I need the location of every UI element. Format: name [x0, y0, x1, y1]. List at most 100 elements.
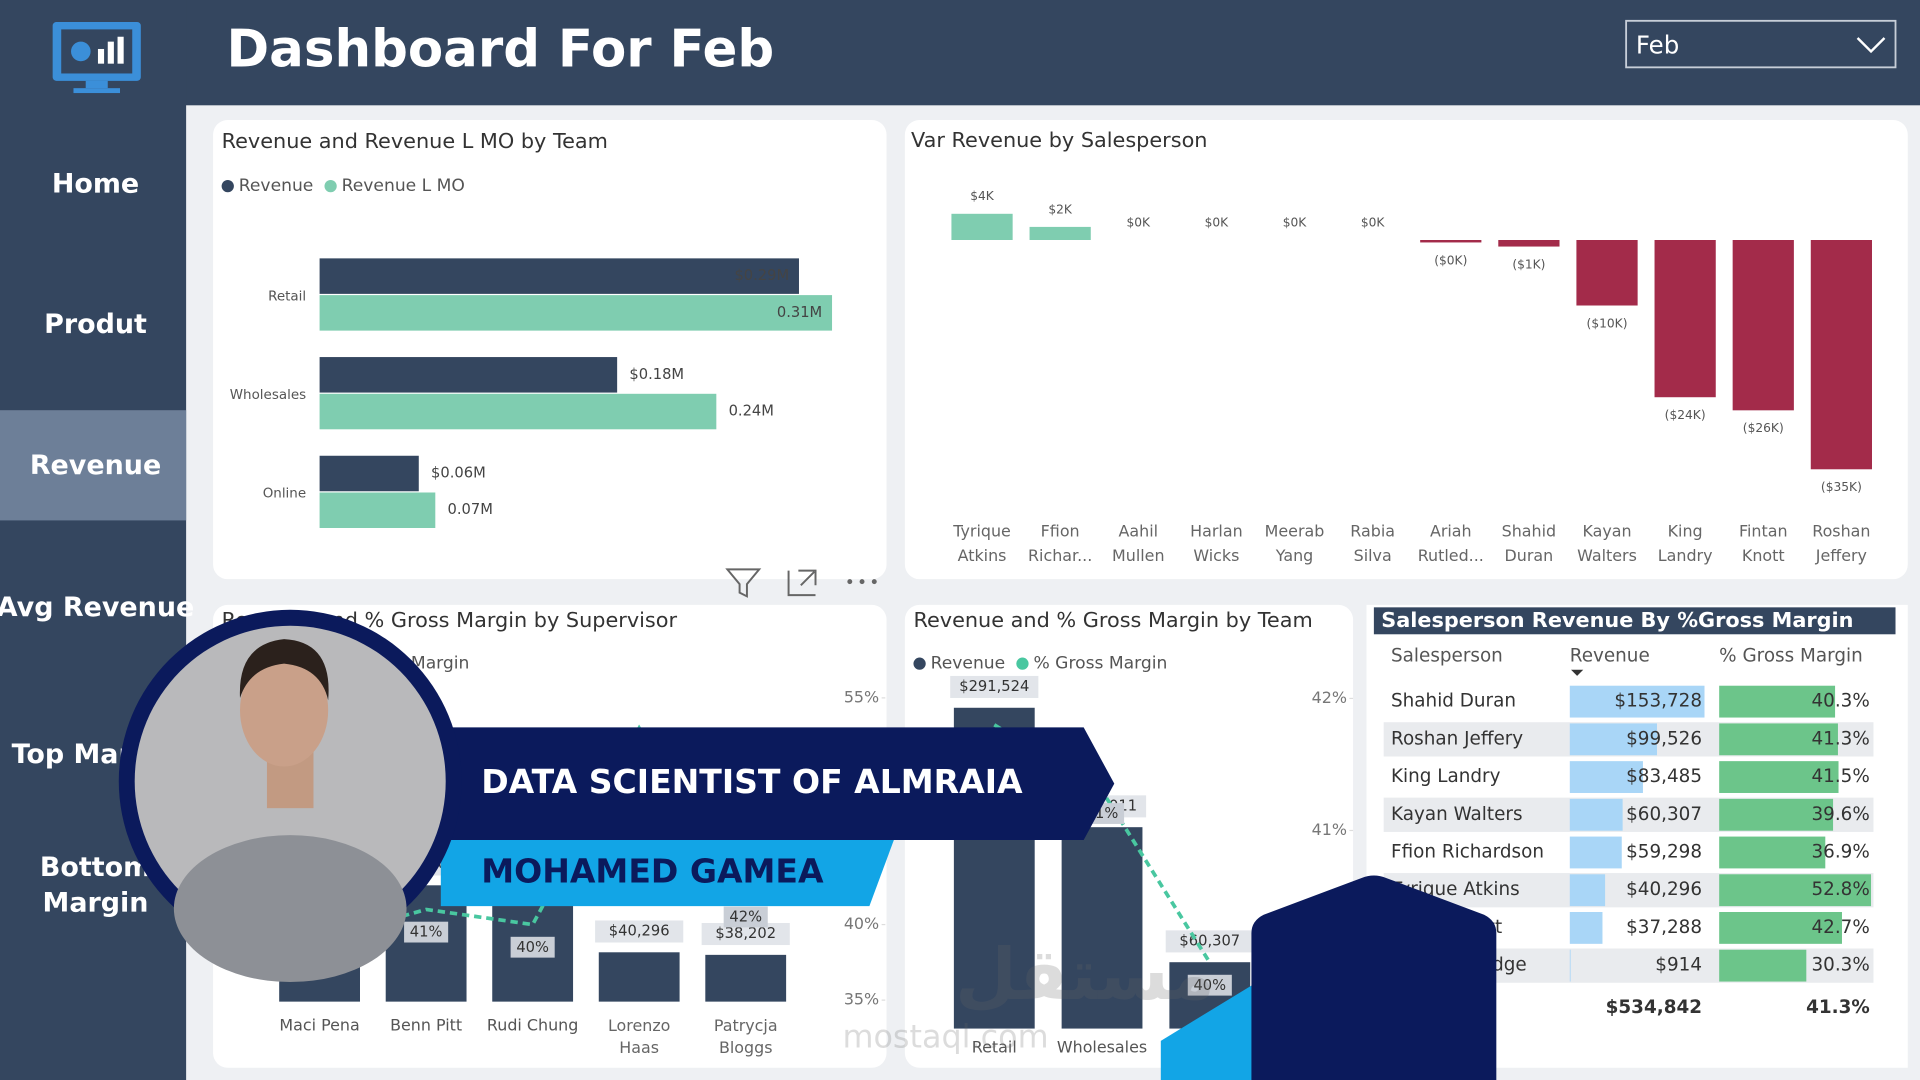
bar	[1498, 240, 1560, 247]
y2-tick-label: 40%	[844, 914, 879, 933]
bar	[1654, 240, 1716, 398]
data-bar	[1569, 761, 1643, 793]
table-cell: $914	[1655, 955, 1702, 976]
photo-hair	[239, 639, 329, 701]
chart-title: Revenue and Revenue L MO by Team	[222, 129, 608, 153]
bar	[319, 357, 618, 393]
legend-label: Revenue L MO	[342, 176, 465, 196]
focus-icon[interactable]	[787, 569, 817, 597]
data-label: 42%	[729, 909, 762, 926]
data-label: 0.31M	[777, 304, 822, 321]
data-label: $291,524	[959, 678, 1029, 695]
role-text: DATA SCIENTIST OF ALMRAIA	[481, 762, 1023, 801]
data-label: $40,296	[609, 922, 670, 939]
data-bar	[1569, 836, 1622, 869]
more-icon[interactable]	[847, 579, 877, 585]
bar	[705, 954, 787, 1002]
bar	[1576, 240, 1638, 306]
data-label: $0.29M	[734, 267, 789, 284]
data-label: ($1K)	[1512, 257, 1545, 271]
data-bar	[1569, 798, 1623, 831]
table-cell: $37,288	[1626, 917, 1702, 938]
x-tick-label: Meerab Yang	[1265, 521, 1325, 564]
x-tick-label: King Landry	[1658, 521, 1713, 564]
data-bar	[1569, 949, 1571, 982]
label-box	[595, 920, 684, 943]
data-label: $0.18M	[629, 366, 684, 383]
nav-item[interactable]: Avg Revenue	[0, 592, 194, 623]
table-cell: 41.3%	[1811, 728, 1869, 749]
side-nav	[0, 0, 187, 1080]
label-box	[701, 923, 790, 946]
data-label: ($0K)	[1434, 253, 1467, 267]
legend-marker	[324, 180, 337, 193]
month-dropdown[interactable]: Feb	[1625, 19, 1897, 69]
data-label: ($35K)	[1821, 480, 1862, 494]
x-tick-label: Wholesales	[1057, 1038, 1147, 1057]
bar	[319, 393, 717, 430]
table-cell: $153,728	[1614, 691, 1702, 712]
bar	[1732, 240, 1794, 411]
data-label: 40%	[516, 939, 549, 956]
bar	[1810, 240, 1872, 470]
x-tick-label: Harlan Wicks	[1190, 521, 1243, 564]
name-banner	[440, 840, 894, 907]
nav-selected	[0, 410, 187, 521]
table-cell: 40.3%	[1811, 691, 1869, 712]
filter-icon[interactable]	[725, 568, 762, 598]
table-cell: 52.8%	[1811, 879, 1869, 900]
bar	[1061, 827, 1143, 1029]
column-header: Revenue	[1570, 645, 1650, 666]
nav-item[interactable]: Produt	[44, 309, 147, 340]
photo-body	[173, 835, 407, 983]
nav-item[interactable]: Bottom Margin	[40, 852, 151, 919]
logo	[52, 22, 141, 94]
x-tick-label: Lorenzo Haas	[608, 1016, 670, 1057]
chart-title: Revenue and % Gross Margin by Team	[913, 608, 1312, 632]
nav-item[interactable]: Home	[52, 168, 139, 199]
data-bar	[1719, 761, 1839, 793]
role-banner	[440, 727, 1115, 840]
data-label: 0.07M	[448, 501, 493, 518]
table-cell: Roshan Jeffery	[1391, 728, 1523, 749]
legend-label: % Gross Margin	[1033, 654, 1167, 674]
data-label: $38,202	[715, 925, 776, 942]
data-bar	[1719, 836, 1826, 869]
dropdown-value[interactable]: Feb	[1636, 31, 1679, 60]
table-cell: 39.6%	[1811, 804, 1869, 825]
table-cell: $99,526	[1626, 728, 1702, 749]
nav-item[interactable]: Revenue	[30, 450, 161, 481]
bar	[1420, 240, 1482, 243]
corner-shape	[1160, 979, 1262, 1080]
photo-face	[240, 653, 329, 767]
x-tick-label: Maci Pena	[279, 1016, 359, 1035]
x-tick-label: Retail	[972, 1038, 1017, 1057]
data-bar	[1719, 685, 1836, 718]
data-label: $0K	[1205, 215, 1230, 229]
table-cell: 36.9%	[1811, 841, 1869, 862]
table-cell: 42.7%	[1811, 917, 1869, 938]
table-cell: $83,485	[1626, 766, 1702, 787]
data-label: ($26K)	[1743, 421, 1784, 435]
x-tick-label: Tyrique Atkins	[952, 521, 1011, 564]
bar	[319, 295, 833, 331]
y2-tick-label: 55%	[844, 687, 879, 706]
legend-label: Revenue	[239, 176, 314, 196]
panel	[904, 120, 1908, 580]
data-bar	[1569, 874, 1606, 907]
data-bar	[1569, 685, 1705, 718]
legend-marker	[1016, 657, 1029, 670]
x-tick-label: Patrycja Bloggs	[714, 1016, 778, 1057]
table-cell: 30.3%	[1811, 955, 1869, 976]
bar	[951, 213, 1013, 240]
data-bar	[1719, 874, 1872, 907]
data-label: $2K	[1048, 202, 1073, 216]
data-label: $0K	[1283, 215, 1308, 229]
watermark-latin: mostaql.com	[842, 1017, 1048, 1055]
x-tick-label: Benn Pitt	[390, 1016, 462, 1035]
table-cell: $60,307	[1626, 804, 1702, 825]
label-box	[404, 921, 449, 943]
y-tick-label: Online	[263, 487, 306, 502]
sort-indicator	[1571, 669, 1584, 676]
